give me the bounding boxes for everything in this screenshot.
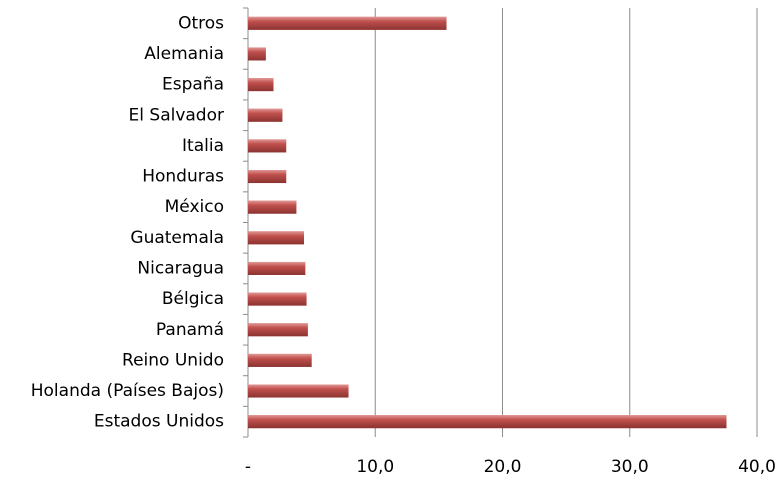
bar-shade (248, 108, 283, 122)
y-tick-label: Guatemala (130, 228, 224, 248)
bar-shade (248, 292, 307, 306)
bar-shade (248, 170, 287, 184)
bar-shade (248, 384, 349, 398)
bar-shade (248, 139, 287, 153)
y-tick-label: Italia (182, 136, 224, 156)
bar-shade (248, 231, 304, 245)
y-tick-label: El Salvador (129, 105, 224, 125)
y-tick-label: Panamá (156, 320, 224, 340)
y-tick-label: Otros (178, 13, 224, 33)
x-tick-label: 10,0 (356, 457, 394, 477)
bar-shade (248, 261, 306, 275)
y-tick-label: España (162, 75, 224, 95)
bar-shade (248, 47, 266, 61)
y-tick-label: México (165, 197, 224, 217)
y-tick-label: Honduras (142, 167, 224, 187)
y-tick-label: Alemania (144, 44, 224, 64)
y-tick-label: Estados Unidos (94, 412, 224, 432)
x-tick-label: 30,0 (611, 457, 649, 477)
x-tick-label: - (245, 457, 251, 477)
x-tick-label: 20,0 (484, 457, 522, 477)
y-tick-label: Reino Unido (122, 350, 224, 370)
bar-shade (248, 323, 308, 337)
y-tick-label: Nicaragua (137, 258, 224, 278)
y-tick-label: Bélgica (162, 289, 224, 309)
bar-shade (248, 78, 274, 92)
bar-shade (248, 353, 312, 367)
bar-shade (248, 16, 447, 30)
y-tick-label: Holanda (Países Bajos) (31, 381, 224, 401)
bar-shade (248, 200, 297, 214)
x-tick-label: 40,0 (738, 457, 776, 477)
bar-shade (248, 415, 727, 429)
